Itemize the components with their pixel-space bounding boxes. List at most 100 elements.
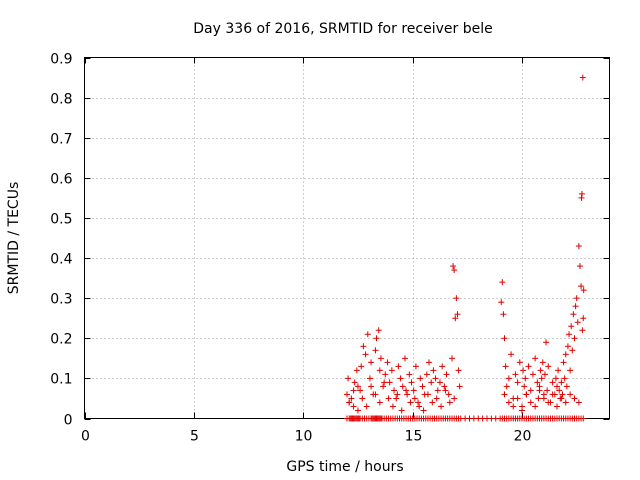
data-point: [398, 407, 405, 414]
data-point: [539, 359, 546, 366]
data-point: [426, 359, 433, 366]
data-point: [366, 375, 373, 382]
data-point: [353, 367, 360, 374]
data-point: [429, 399, 436, 406]
data-point: [346, 399, 353, 406]
data-point: [580, 415, 587, 422]
data-point: [345, 375, 352, 382]
data-point: [451, 267, 458, 274]
data-point: [560, 359, 567, 366]
data-point: [393, 395, 400, 402]
data-point: [556, 387, 563, 394]
data-point: [512, 371, 519, 378]
data-point: [433, 395, 440, 402]
data-point: [502, 363, 509, 370]
data-point: [386, 379, 393, 386]
data-point: [453, 295, 460, 302]
data-points: [344, 74, 587, 422]
data-point: [534, 379, 541, 386]
data-point: [376, 367, 383, 374]
x-tick-label: 10: [295, 429, 313, 445]
data-point: [574, 319, 581, 326]
y-tick-label: 0.1: [50, 372, 72, 388]
axis-ticks: [84, 57, 610, 420]
data-point: [381, 379, 388, 386]
data-point: [555, 367, 562, 374]
data-point: [521, 383, 528, 390]
data-point: [357, 387, 364, 394]
data-point: [449, 355, 455, 362]
data-point: [417, 375, 424, 382]
data-point: [545, 399, 552, 406]
data-point: [514, 379, 521, 386]
data-point: [452, 315, 459, 322]
data-point: [350, 387, 357, 394]
data-point: [543, 339, 550, 346]
data-point: [570, 311, 577, 318]
data-point: [558, 379, 565, 386]
data-point: [549, 379, 556, 386]
data-point: [563, 383, 570, 390]
data-point: [500, 311, 507, 318]
data-point: [372, 347, 379, 354]
x-tick-label: 20: [514, 429, 532, 445]
data-point: [377, 355, 384, 362]
data-point: [532, 403, 539, 410]
data-point: [505, 375, 512, 382]
data-point: [373, 335, 380, 342]
data-point: [505, 399, 512, 406]
data-point: [562, 351, 569, 358]
data-point: [382, 371, 389, 378]
data-point: [416, 403, 423, 410]
data-point: [558, 395, 565, 402]
data-point: [388, 367, 395, 374]
data-point: [573, 295, 580, 302]
y-tick-label: 0.9: [50, 52, 72, 68]
data-point: [403, 387, 410, 394]
data-point: [428, 379, 435, 386]
data-point: [348, 395, 355, 402]
data-point: [344, 391, 350, 398]
data-point: [410, 387, 417, 394]
data-point: [358, 363, 365, 370]
data-point: [380, 383, 387, 390]
data-point: [575, 399, 582, 406]
data-point: [404, 391, 411, 398]
data-point: [350, 403, 357, 410]
data-point: [408, 379, 415, 386]
data-point: [503, 383, 510, 390]
x-axis-label: GPS time / hours: [286, 459, 403, 475]
y-tick-label: 0.5: [50, 212, 72, 228]
data-point: [391, 387, 398, 394]
data-point: [571, 335, 578, 342]
data-point: [541, 371, 548, 378]
grid: [84, 57, 610, 419]
data-point: [499, 279, 506, 286]
data-point: [569, 347, 576, 354]
data-point: [527, 387, 534, 394]
data-point: [544, 387, 551, 394]
data-point: [412, 363, 419, 370]
y-tick-label: 0.4: [50, 252, 72, 268]
y-tick-label: 0.8: [50, 92, 72, 108]
data-point: [559, 391, 566, 398]
data-point: [443, 371, 450, 378]
data-point: [567, 391, 574, 398]
data-point: [375, 327, 382, 334]
y-tick-label: 0.2: [50, 332, 72, 348]
data-point: [354, 407, 361, 414]
data-point: [368, 359, 375, 366]
data-point: [354, 383, 361, 390]
data-point: [508, 351, 515, 358]
x-tick-label: 15: [405, 429, 423, 445]
y-tick-label: 0.6: [50, 172, 72, 188]
data-point: [529, 371, 536, 378]
data-point: [522, 375, 529, 382]
data-point: [572, 303, 579, 310]
y-tick-label: 0.3: [50, 292, 72, 308]
x-tick-label: 0: [81, 429, 90, 445]
data-point: [576, 263, 583, 270]
data-point: [445, 391, 452, 398]
